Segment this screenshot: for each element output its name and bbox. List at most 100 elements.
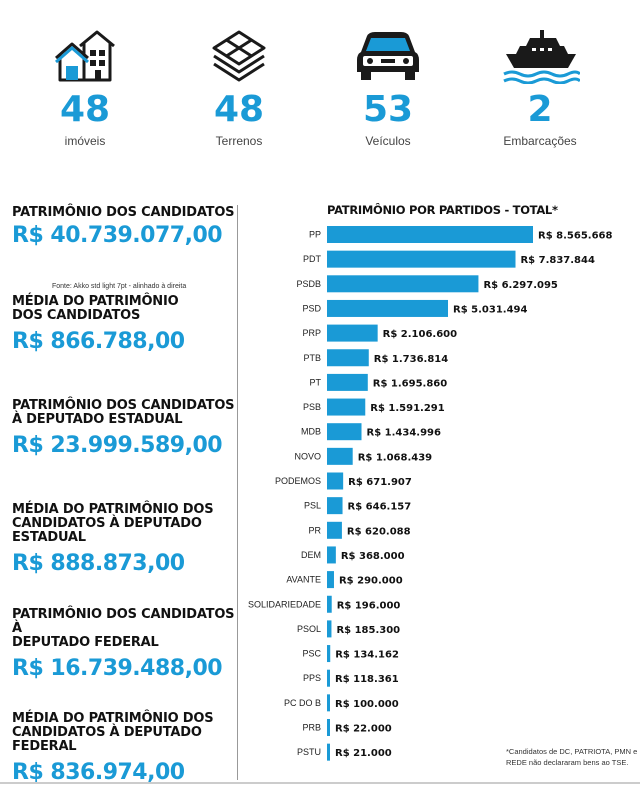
stat-label: Embarcações bbox=[503, 134, 577, 148]
bar bbox=[327, 497, 343, 515]
bar bbox=[327, 373, 368, 391]
heading: MÉDIA DO PATRIMÔNIO DOS CANDIDATOS À DEP… bbox=[12, 711, 214, 754]
stat-value: 48 bbox=[213, 89, 265, 130]
category-label: PSOL bbox=[297, 624, 321, 634]
category-label: SOLIDARIEDADE bbox=[248, 599, 321, 609]
value-label: R$ 646.157 bbox=[348, 502, 412, 513]
value: R$ 40.739.077,00 bbox=[12, 223, 223, 248]
bar bbox=[327, 299, 449, 317]
category-label: PRB bbox=[302, 723, 321, 733]
value-label: R$ 1.068.439 bbox=[358, 452, 432, 463]
bar bbox=[327, 719, 330, 736]
heading: MÉDIA DO PATRIMÔNIO DOS CANDIDATOS bbox=[12, 294, 179, 323]
footnote: *Candidatos de DC, PATRIOTA, PMN e REDE … bbox=[506, 747, 638, 767]
value: R$ 866.788,00 bbox=[12, 329, 185, 354]
bar bbox=[327, 250, 516, 268]
value-label: R$ 185.300 bbox=[336, 625, 400, 636]
federal-deputy-patrimony: PATRIMÔNIO DOS CANDIDATOS À DEPUTADO FED… bbox=[12, 608, 237, 682]
category-label: AVANTE bbox=[286, 575, 321, 585]
value-label: R$ 6.297.095 bbox=[483, 280, 557, 291]
value-label: R$ 21.000 bbox=[335, 748, 392, 759]
car-icon bbox=[357, 32, 419, 80]
heading: PATRIMÔNIO DOS CANDIDATOS À DEPUTADO EST… bbox=[12, 398, 235, 427]
ship-icon bbox=[503, 30, 580, 84]
category-label: PSDB bbox=[296, 279, 321, 289]
stat-value: 48 bbox=[59, 89, 111, 130]
category-label: PP bbox=[309, 230, 321, 240]
bar bbox=[327, 645, 331, 663]
value-label: R$ 5.031.494 bbox=[453, 304, 527, 315]
bar bbox=[327, 472, 344, 490]
category-label: NOVO bbox=[294, 451, 321, 461]
bottom-divider bbox=[0, 782, 640, 784]
party-patrimony-chart: PP R$ 8.565.668 PDT R$ 7.837.844 PSDB R$ 6.29… bbox=[248, 226, 612, 761]
value-label: R$ 22.000 bbox=[335, 724, 392, 735]
bar bbox=[327, 398, 366, 416]
value: R$ 23.999.589,00 bbox=[12, 433, 223, 458]
stat-embarcacoes: 2 Embarcações bbox=[470, 28, 610, 148]
category-label: PPS bbox=[303, 673, 321, 683]
bar bbox=[327, 275, 479, 293]
stat-label: Terrenos bbox=[215, 134, 263, 148]
font-note: Fonte: Akko std light 7pt - alinhado à d… bbox=[52, 283, 187, 290]
bar bbox=[327, 595, 332, 613]
bar bbox=[327, 423, 362, 441]
bar bbox=[327, 743, 330, 761]
layers-icon bbox=[212, 30, 266, 82]
bar bbox=[327, 571, 334, 589]
category-label: PC DO B bbox=[284, 698, 321, 708]
bar bbox=[327, 324, 378, 342]
bar bbox=[327, 694, 330, 712]
value: R$ 888.873,00 bbox=[12, 551, 185, 576]
value-label: R$ 671.907 bbox=[348, 477, 412, 488]
stat-veiculos: 53 Veículos bbox=[318, 28, 458, 148]
value-label: R$ 1.591.291 bbox=[370, 403, 444, 414]
value-label: R$ 2.106.600 bbox=[383, 329, 457, 340]
category-label: PSB bbox=[303, 402, 321, 412]
chart-title: PATRIMÔNIO POR PARTIDOS - TOTAL* bbox=[327, 203, 558, 217]
bar bbox=[327, 349, 369, 367]
value-label: R$ 290.000 bbox=[339, 576, 403, 587]
category-label: PODEMOS bbox=[275, 476, 321, 486]
category-label: PSC bbox=[302, 649, 321, 659]
state-deputy-patrimony: PATRIMÔNIO DOS CANDIDATOS À DEPUTADO EST… bbox=[12, 398, 237, 459]
stat-value: 2 bbox=[527, 89, 553, 130]
category-label: PSL bbox=[304, 501, 321, 511]
category-label: PRP bbox=[302, 328, 321, 338]
value-label: R$ 620.088 bbox=[347, 526, 411, 537]
category-label: PSTU bbox=[297, 747, 321, 757]
average-patrimony: MÉDIA DO PATRIMÔNIO DOS CANDIDATOS R$ 86… bbox=[12, 294, 237, 355]
category-label: PT bbox=[309, 377, 321, 387]
stat-value: 53 bbox=[362, 89, 414, 130]
value-label: R$ 134.162 bbox=[335, 650, 399, 661]
value-label: R$ 196.000 bbox=[337, 600, 401, 611]
value-label: R$ 100.000 bbox=[335, 699, 399, 710]
houses-icon bbox=[55, 30, 115, 82]
stat-label: imóveis bbox=[64, 134, 106, 148]
value-label: R$ 1.736.814 bbox=[374, 354, 448, 365]
value-label: R$ 1.695.860 bbox=[373, 378, 447, 389]
bar bbox=[327, 447, 353, 465]
value-label: R$ 118.361 bbox=[335, 674, 399, 685]
value-label: R$ 368.000 bbox=[341, 551, 405, 562]
column-divider bbox=[237, 205, 238, 780]
category-label: DEM bbox=[301, 550, 321, 560]
stat-imoveis: 48 imóveis bbox=[15, 28, 155, 148]
category-label: MDB bbox=[301, 427, 321, 437]
category-label: PR bbox=[308, 525, 321, 535]
category-label: PSD bbox=[302, 303, 321, 313]
bar bbox=[327, 620, 332, 638]
bar bbox=[327, 546, 336, 564]
stat-terrenos: 48 Terrenos bbox=[169, 28, 309, 148]
value: R$ 836.974,00 bbox=[12, 760, 185, 785]
category-label: PDT bbox=[303, 254, 322, 264]
bar bbox=[327, 226, 533, 243]
heading: PATRIMÔNIO DOS CANDIDATOS bbox=[12, 205, 235, 220]
total-patrimony: PATRIMÔNIO DOS CANDIDATOS R$ 40.739.077,… bbox=[12, 205, 237, 249]
value-label: R$ 8.565.668 bbox=[538, 231, 612, 242]
bar bbox=[327, 521, 342, 539]
value-label: R$ 1.434.996 bbox=[367, 428, 441, 439]
stat-label: Veículos bbox=[365, 134, 411, 148]
state-deputy-average: MÉDIA DO PATRIMÔNIO DOS CANDIDATOS À DEP… bbox=[12, 503, 237, 577]
federal-deputy-average: MÉDIA DO PATRIMÔNIO DOS CANDIDATOS À DEP… bbox=[12, 711, 237, 786]
